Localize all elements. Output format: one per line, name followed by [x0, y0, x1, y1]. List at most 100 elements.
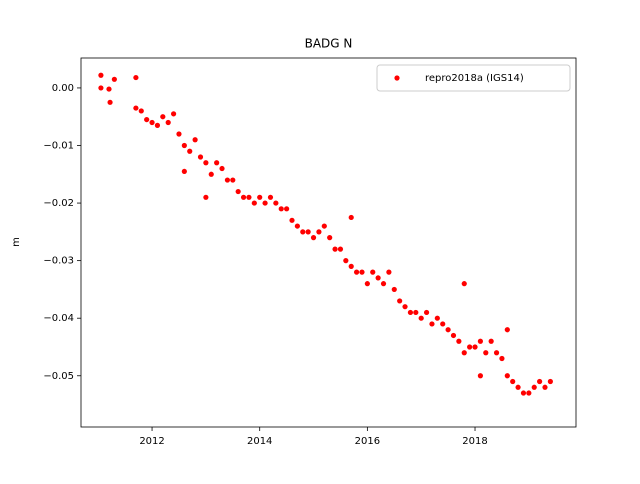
y-tick-label: −0.05 [43, 371, 74, 382]
point [413, 309, 419, 316]
point [461, 350, 467, 356]
point [504, 327, 510, 333]
point [107, 99, 113, 105]
point [477, 338, 484, 344]
point [310, 235, 317, 241]
point [165, 119, 171, 126]
point [181, 142, 187, 149]
point [359, 269, 365, 275]
point [542, 384, 548, 390]
point [467, 344, 473, 350]
point [219, 165, 225, 172]
point [407, 309, 414, 316]
y-tick-label: −0.04 [43, 313, 74, 324]
point [257, 194, 263, 200]
point [203, 160, 209, 166]
point [106, 86, 112, 92]
chart-title: BADG N [305, 37, 353, 51]
point [187, 148, 193, 154]
point [402, 304, 408, 310]
point [176, 131, 182, 137]
point [423, 309, 430, 316]
point [111, 76, 117, 82]
point [267, 194, 274, 200]
point [343, 258, 349, 264]
y-tick-label: −0.03 [43, 256, 74, 267]
x-tick-label: 2012 [139, 436, 164, 447]
y-tick-label: −0.02 [43, 198, 74, 209]
point [353, 269, 360, 275]
point [370, 269, 376, 275]
point [348, 263, 354, 269]
point [133, 105, 139, 111]
point [98, 85, 104, 91]
point [208, 171, 214, 177]
point [386, 269, 392, 275]
x-tick-label: 2016 [355, 436, 380, 447]
point [192, 137, 198, 143]
point [520, 390, 527, 396]
point [477, 373, 484, 379]
point [450, 332, 457, 339]
point [337, 246, 344, 252]
point [418, 315, 424, 321]
point [526, 390, 532, 396]
point [472, 344, 478, 350]
y-tick-label: −0.01 [43, 141, 74, 152]
point [375, 275, 381, 281]
legend-label: repro2018a (IGS14) [425, 73, 524, 84]
point [138, 108, 144, 114]
x-tick-label: 2014 [247, 436, 272, 447]
point [537, 378, 543, 385]
y-axis-label: m [11, 237, 22, 247]
point [499, 355, 505, 362]
point [273, 200, 279, 206]
point [380, 281, 387, 287]
point [251, 200, 257, 206]
point [197, 154, 204, 160]
point [391, 286, 397, 293]
point [461, 281, 467, 287]
point [483, 350, 489, 356]
point [154, 122, 161, 128]
point [284, 206, 290, 212]
point [289, 217, 295, 223]
point [278, 206, 284, 212]
point [364, 281, 370, 287]
point [327, 235, 333, 241]
point [224, 177, 231, 183]
point [510, 378, 516, 385]
legend-marker [394, 75, 400, 81]
point [144, 116, 150, 123]
point [504, 373, 510, 379]
point [348, 214, 354, 221]
point [434, 315, 440, 321]
point [235, 188, 241, 195]
y-tick-label: 0.00 [52, 83, 74, 94]
point [98, 72, 104, 78]
point [170, 111, 177, 117]
point [493, 350, 500, 356]
point [203, 194, 209, 200]
point [456, 338, 462, 344]
plot-frame [80, 57, 577, 428]
point [230, 177, 236, 183]
point [440, 321, 446, 327]
point [214, 160, 220, 166]
point [488, 338, 494, 344]
point [445, 327, 451, 333]
point [321, 223, 327, 229]
point [332, 246, 338, 252]
point [262, 200, 268, 206]
point [547, 378, 553, 385]
point [429, 321, 435, 327]
point [531, 384, 537, 390]
legend-box [376, 64, 571, 92]
point [246, 194, 252, 200]
point [300, 229, 306, 235]
point [240, 194, 247, 200]
x-tick-label: 2018 [462, 436, 487, 447]
point [515, 384, 521, 390]
point [397, 298, 403, 304]
